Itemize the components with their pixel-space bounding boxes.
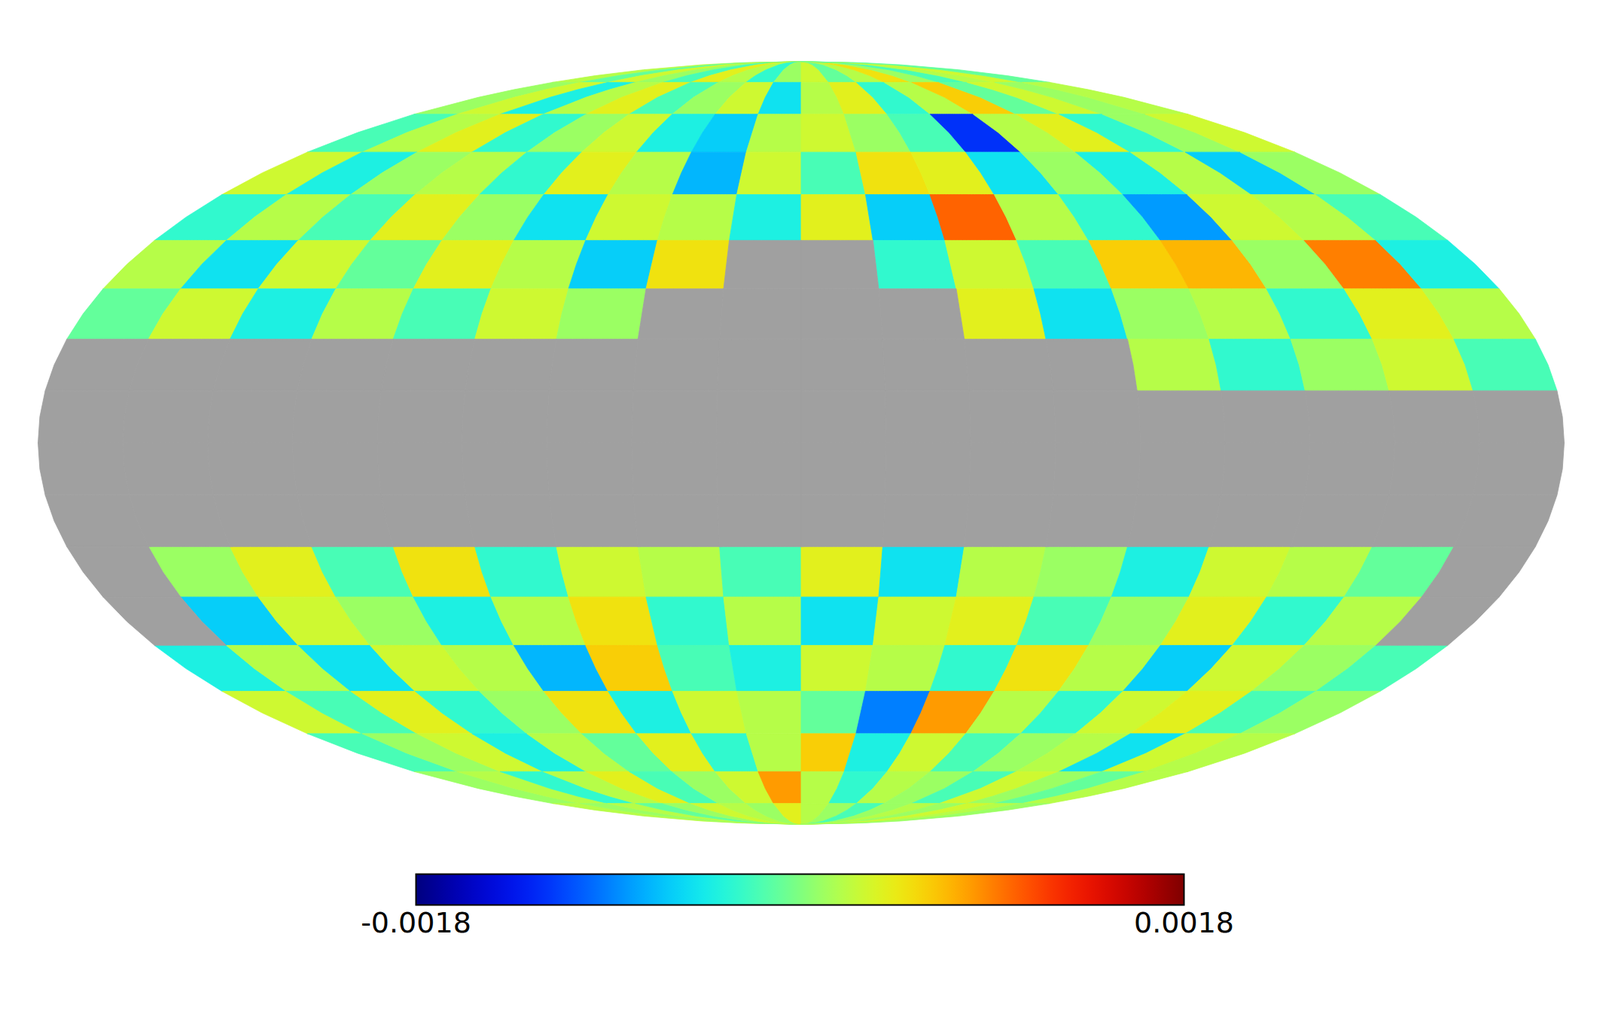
svg-text:-0.0018: -0.0018 [360,906,472,940]
svg-text:0.0018: 0.0018 [1133,906,1235,940]
